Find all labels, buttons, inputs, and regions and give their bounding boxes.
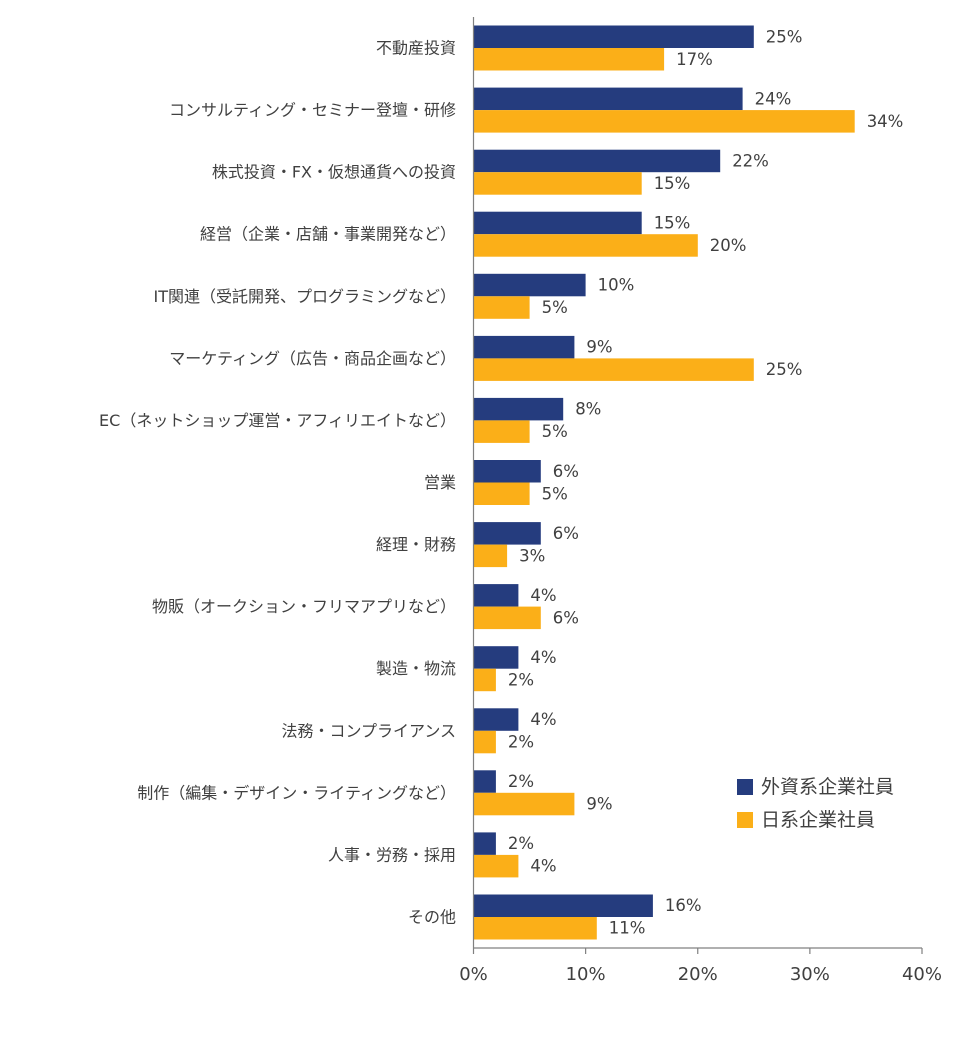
bar-series-1: [473, 25, 754, 48]
legend-label: 外資系企業社員: [761, 776, 894, 798]
x-tick-label: 40%: [902, 964, 942, 985]
category-label: 人事・労務・採用: [328, 845, 456, 864]
bar-series-1: [473, 335, 575, 359]
category-label: 制作（編集・デザイン・ライティングなど）: [137, 783, 456, 802]
bar-series-2: [473, 110, 855, 133]
legend-swatch: [737, 812, 753, 828]
bar-series-2: [473, 792, 575, 816]
x-axis-ticks: 0% 10% 20% 30% 40%: [459, 948, 942, 985]
data-label: 6%: [553, 608, 579, 627]
x-tick-label: 30%: [790, 964, 830, 985]
x-tick-label: 0%: [459, 964, 488, 985]
data-label: 22%: [732, 151, 769, 170]
data-label: 4%: [530, 857, 556, 876]
data-label: 2%: [508, 671, 534, 690]
category-label: 製造・物流: [376, 659, 456, 678]
bar-series-1: [473, 149, 721, 173]
bar-series-1: [473, 273, 586, 297]
bar-series-1: [473, 708, 519, 731]
bar-series-2: [473, 668, 496, 692]
bar-series-1: [473, 211, 642, 235]
data-label: 2%: [508, 772, 534, 791]
category-label: マーケティング（広告・商品企画など）: [169, 349, 456, 368]
bar-series-1: [473, 832, 496, 855]
bar-series-1: [473, 894, 653, 917]
bar-series-1: [473, 397, 564, 421]
category-label: その他: [408, 908, 456, 927]
category-label: 経営（企業・店舗・事業開発など）: [200, 225, 456, 244]
data-label: 2%: [508, 834, 534, 853]
bar-series-1: [473, 584, 519, 607]
category-label: 不動産投資: [376, 39, 456, 58]
data-label: 5%: [542, 484, 568, 503]
data-label: 16%: [665, 896, 702, 915]
category-label: 株式投資・FX・仮想通貨への投資: [212, 163, 456, 182]
data-label: 34%: [867, 112, 904, 131]
category-label: 営業: [424, 473, 456, 492]
data-label: 6%: [553, 462, 579, 481]
data-label: 5%: [542, 298, 568, 317]
bar-series-2: [473, 606, 541, 630]
data-label: 8%: [575, 400, 601, 419]
data-label: 5%: [542, 422, 568, 441]
bar-series-2: [473, 358, 754, 381]
bar-series-2: [473, 296, 530, 319]
data-label: 4%: [530, 586, 556, 605]
bar-series-1: [473, 522, 541, 545]
data-label: 25%: [766, 360, 803, 379]
data-label: 4%: [530, 648, 556, 667]
data-label: 11%: [609, 919, 646, 938]
data-label: 20%: [710, 236, 747, 255]
data-label: 24%: [755, 89, 792, 108]
data-label: 17%: [676, 50, 713, 69]
data-label: 9%: [586, 338, 612, 357]
bar-series-1: [473, 770, 496, 793]
data-label: 4%: [530, 710, 556, 729]
data-labels: 25% 17% 24% 34% 22% 15% 15% 20% 10% 5% 9% 25% 8% 5% 6%…: [508, 27, 903, 937]
x-tick-label: 20%: [678, 964, 718, 985]
category-label: EC（ネットショップ運営・アフィリエイトなど）: [99, 411, 456, 430]
data-label: 6%: [553, 524, 579, 543]
data-label: 9%: [586, 795, 612, 814]
x-tick-label: 10%: [566, 964, 606, 985]
category-label: 法務・コンプライアンス: [281, 721, 456, 740]
data-label: 15%: [654, 214, 691, 233]
bars-group: [473, 25, 855, 940]
bar-series-2: [473, 234, 698, 257]
data-label: 3%: [519, 546, 545, 565]
category-label: コンサルティング・セミナー登壇・研修: [169, 101, 456, 120]
bar-series-1: [473, 646, 519, 669]
bar-series-1: [473, 460, 541, 483]
data-label: 15%: [654, 174, 691, 193]
bar-series-2: [473, 420, 530, 443]
bar-series-2: [473, 854, 519, 878]
data-label: 25%: [766, 27, 803, 46]
bar-series-2: [473, 544, 508, 568]
data-label: 10%: [598, 276, 635, 295]
category-label: 物販（オークション・フリマアプリなど）: [152, 597, 456, 616]
bar-series-2: [473, 917, 597, 940]
category-label: IT関連（受託開発、プログラミングなど）: [154, 287, 457, 306]
category-labels: 不動産投資コンサルティング・セミナー登壇・研修株式投資・FX・仮想通貨への投資経…: [99, 39, 456, 927]
legend-label: 日系企業社員: [761, 809, 875, 831]
data-label: 2%: [508, 733, 534, 752]
bar-series-1: [473, 87, 743, 111]
bar-series-2: [473, 482, 530, 505]
bar-series-2: [473, 172, 642, 195]
bar-series-2: [473, 730, 496, 754]
bar-series-2: [473, 48, 665, 71]
category-label: 経理・財務: [376, 535, 456, 554]
legend-swatch: [737, 779, 753, 795]
